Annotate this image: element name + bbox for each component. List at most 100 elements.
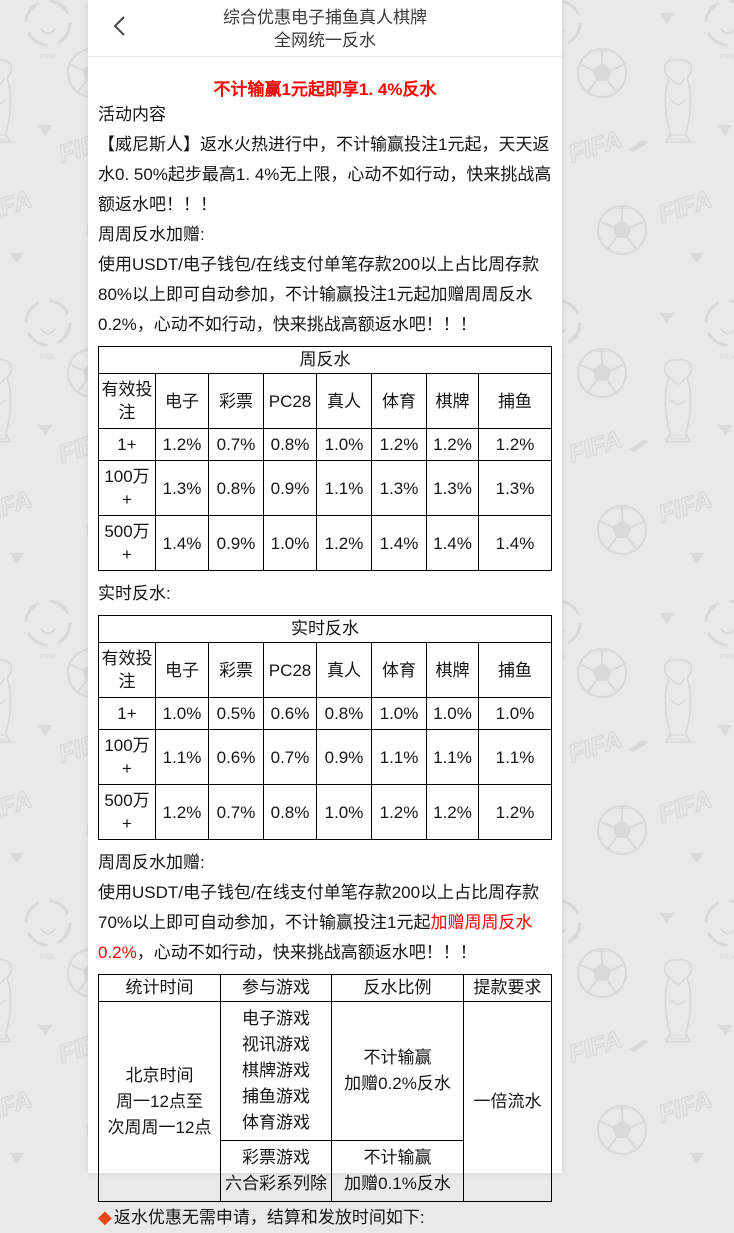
row-label: 1+ xyxy=(98,428,156,461)
header-cell: 统计时间 xyxy=(98,974,221,1002)
row-label: 100万+ xyxy=(98,460,156,516)
table-row: 100万+ 1.1% 0.6% 0.7% 0.9% 1.1% 1.1% 1.1% xyxy=(98,729,552,785)
settlement-summary-table: 统计时间 参与游戏 反水比例 提款要求 北京时间 周一12点至 次周周一12点 … xyxy=(98,974,552,1202)
header-cell: 电子 xyxy=(155,373,209,429)
promo-card: 综合优惠电子捕鱼真人棋牌 全网统一反水 不计输赢1元起即享1. 4%反水 活动内… xyxy=(88,0,562,1227)
row-label: 1+ xyxy=(98,697,156,730)
rate-cell: 1.2% xyxy=(426,428,479,461)
rate-cell: 0.9% xyxy=(208,515,264,571)
activity-label: 活动内容 xyxy=(98,105,166,124)
header-cell: 体育 xyxy=(371,642,427,698)
rate-cell: 1.2% xyxy=(155,784,209,840)
header-cell: PC28 xyxy=(263,373,317,429)
rate-cell: 0.8% xyxy=(263,428,317,461)
withdraw-cell: 一倍流水 xyxy=(463,1001,552,1202)
rate-cell: 1.4% xyxy=(478,515,552,571)
header-cell: 捕鱼 xyxy=(478,642,552,698)
header-cell: 有效投注 xyxy=(98,373,156,429)
footer-note-text: 返水优惠无需申请，结算和发放时间如下: xyxy=(113,1208,425,1227)
table-title: 周反水 xyxy=(98,346,552,374)
header-cell: 棋牌 xyxy=(426,642,479,698)
rate-cell: 0.8% xyxy=(263,784,317,840)
rate-cell: 1.1% xyxy=(155,729,209,785)
rate-cell: 0.6% xyxy=(208,729,264,785)
realtime-rebate-table: 实时反水 有效投注 电子 彩票 PC28 真人 体育 棋牌 捕鱼 1+ 1.0%… xyxy=(98,615,552,840)
rate-cell: 1.0% xyxy=(316,784,372,840)
bonus2-text-highlight: 加赠周周反水0.2% xyxy=(98,913,533,962)
intro-paragraph: 【威尼斯人】返水火热进行中，不计输赢投注1元起，天天返水0. 50%起步最高1.… xyxy=(98,135,552,214)
realtime-label: 实时反水: xyxy=(98,584,171,603)
header-cell: 提款要求 xyxy=(463,974,552,1002)
rate-cell: 0.8% xyxy=(208,460,264,516)
rate-cell: 0.9% xyxy=(263,460,317,516)
header-cell: 参与游戏 xyxy=(220,974,332,1002)
table-row: 实时反水 xyxy=(98,615,552,643)
table-row: 周反水 xyxy=(98,346,552,374)
rate-cell: 1.2% xyxy=(478,428,552,461)
page-title-line2: 全网统一反水 xyxy=(274,31,376,50)
rate-cell: 1.2% xyxy=(371,428,427,461)
table-header-row: 有效投注 电子 彩票 PC28 真人 体育 棋牌 捕鱼 xyxy=(98,373,552,429)
weekly-bonus-text-2: 使用USDT/电子钱包/在线支付单笔存款200以上占比周存款70%以上即可自动参… xyxy=(98,878,552,968)
rate-cell: 1.2% xyxy=(316,515,372,571)
games-cell: 电子游戏 视讯游戏 棋牌游戏 捕鱼游戏 体育游戏 xyxy=(220,1001,332,1141)
rate-cell: 1.0% xyxy=(155,697,209,730)
rate-cell: 0.8% xyxy=(316,697,372,730)
header-cell: 捕鱼 xyxy=(478,373,552,429)
page-title-line1: 综合优惠电子捕鱼真人棋牌 xyxy=(223,8,427,27)
table-row: 1+ 1.0% 0.5% 0.6% 0.8% 1.0% 1.0% 1.0% xyxy=(98,697,552,730)
rate-cell: 0.9% xyxy=(316,729,372,785)
header-cell: 真人 xyxy=(316,373,372,429)
bonus2-text-end: ，心动不如行动，快来挑战高额返水吧！！！ xyxy=(136,943,477,962)
row-label: 100万+ xyxy=(98,729,156,785)
header-cell: 彩票 xyxy=(208,642,264,698)
rate-cell: 0.7% xyxy=(208,428,264,461)
table-row: 北京时间 周一12点至 次周周一12点 电子游戏 视讯游戏 棋牌游戏 捕鱼游戏 … xyxy=(98,1001,552,1202)
rate-cell: 1.0% xyxy=(263,515,317,571)
rate-cell: 0.5% xyxy=(208,697,264,730)
rate-cell: 1.1% xyxy=(371,729,427,785)
header-cell: 有效投注 xyxy=(98,642,156,698)
row-label: 500万+ xyxy=(98,515,156,571)
rate-cell: 1.2% xyxy=(371,784,427,840)
rate-cell: 1.4% xyxy=(155,515,209,571)
rate-cell: 0.6% xyxy=(263,697,317,730)
rate-cell: 1.3% xyxy=(155,460,209,516)
bonus2-text-start: 使用USDT/电子钱包/在线支付单笔存款200以上占比周存款70%以上即可自动参… xyxy=(98,883,540,932)
header-cell: 真人 xyxy=(316,642,372,698)
rate-cell: 1.3% xyxy=(426,460,479,516)
diamond-icon: ◆ xyxy=(98,1207,112,1227)
rate-cell: 1.0% xyxy=(371,697,427,730)
header-cell: 彩票 xyxy=(208,373,264,429)
header-cell: PC28 xyxy=(263,642,317,698)
table-header-row: 统计时间 参与游戏 反水比例 提款要求 xyxy=(98,974,552,1002)
header-cell: 电子 xyxy=(155,642,209,698)
table-row: 500万+ 1.4% 0.9% 1.0% 1.2% 1.4% 1.4% 1.4% xyxy=(98,515,552,571)
rate-cell: 1.4% xyxy=(371,515,427,571)
rate-cell: 1.0% xyxy=(426,697,479,730)
ratio-cell: 不计输赢 加赠0.2%反水 xyxy=(331,1001,464,1141)
weekly-bonus-text-1: 使用USDT/电子钱包/在线支付单笔存款200以上占比周存款80%以上即可自动参… xyxy=(98,255,540,334)
promo-banner: 不计输赢1元起即享1. 4%反水 xyxy=(213,80,437,99)
table-header-row: 有效投注 电子 彩票 PC28 真人 体育 棋牌 捕鱼 xyxy=(98,642,552,698)
table-title: 实时反水 xyxy=(98,615,552,643)
header-cell: 反水比例 xyxy=(331,974,464,1002)
table-row: 500万+ 1.2% 0.7% 0.8% 1.0% 1.2% 1.2% 1.2% xyxy=(98,784,552,840)
rate-cell: 1.2% xyxy=(155,428,209,461)
rate-cell: 0.7% xyxy=(208,784,264,840)
rate-cell: 1.1% xyxy=(426,729,479,785)
header: 综合优惠电子捕鱼真人棋牌 全网统一反水 xyxy=(88,0,562,57)
rate-cell: 1.2% xyxy=(426,784,479,840)
rate-cell: 1.3% xyxy=(478,460,552,516)
weekly-bonus-label-1: 周周反水加赠: xyxy=(98,225,205,244)
footer-note: ◆ 返水优惠无需申请，结算和发放时间如下: xyxy=(98,1202,552,1233)
header-cell: 棋牌 xyxy=(426,373,479,429)
weekly-bonus-label-2: 周周反水加赠: xyxy=(98,853,205,872)
ratio-cell: 不计输赢 加赠0.1%反水 xyxy=(331,1140,464,1202)
stat-time-cell: 北京时间 周一12点至 次周周一12点 xyxy=(98,1001,221,1202)
promo-content: 活动内容 【威尼斯人】返水火热进行中，不计输赢投注1元起，天天返水0. 50%起… xyxy=(88,100,562,1233)
rate-cell: 1.0% xyxy=(478,697,552,730)
header-cell: 体育 xyxy=(371,373,427,429)
rate-cell: 1.0% xyxy=(316,428,372,461)
back-button[interactable] xyxy=(108,13,134,39)
